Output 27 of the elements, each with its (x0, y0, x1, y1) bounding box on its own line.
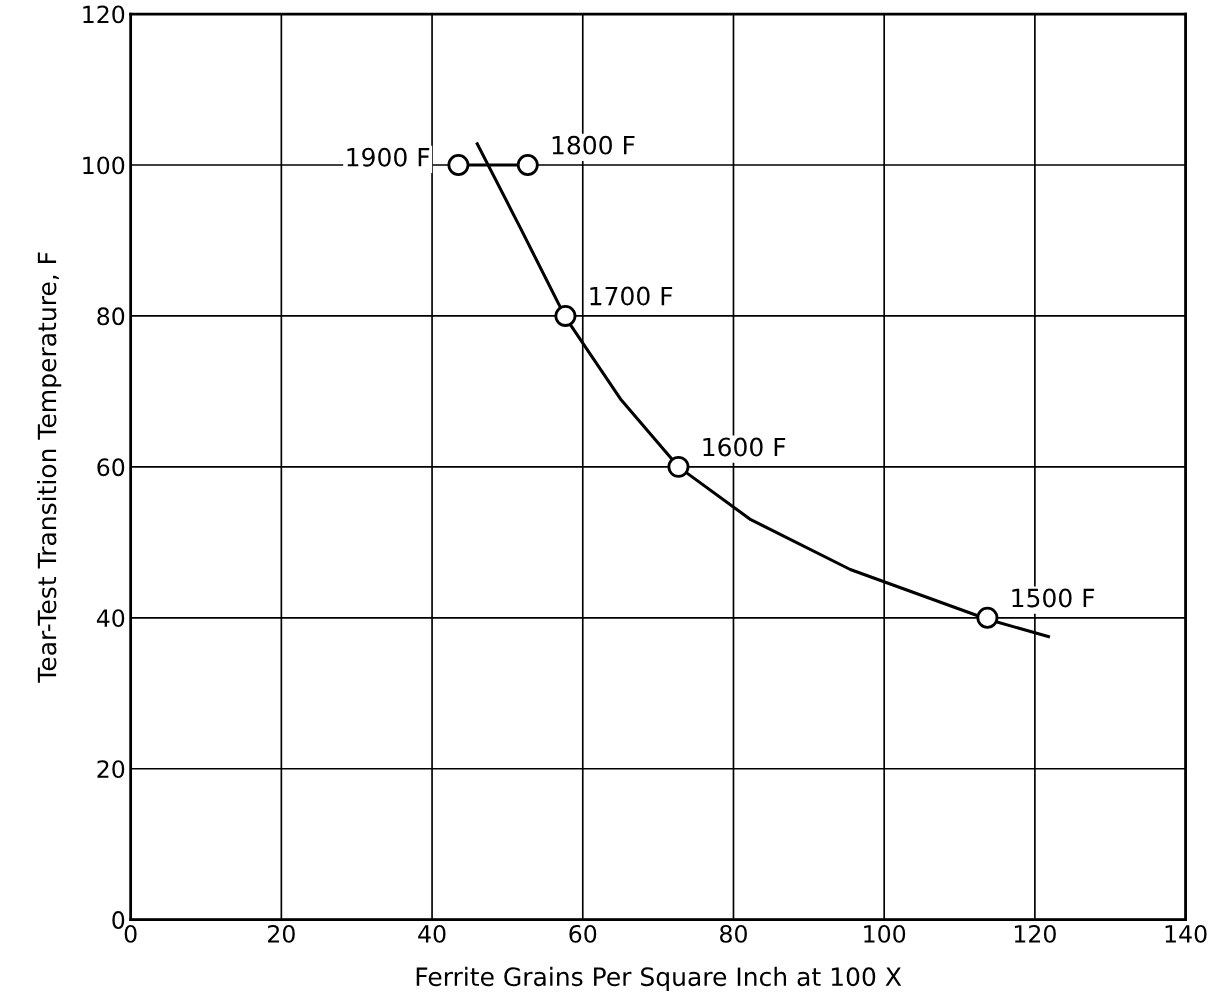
y-tick-label: 40 (96, 609, 125, 628)
x-axis-title: Ferrite Grains Per Square Inch at 100 X (416, 966, 902, 992)
x-tick-label: 60 (569, 924, 597, 943)
y-tick-label: 20 (97, 760, 125, 779)
y-tick-label: 80 (97, 307, 125, 326)
annotation: 1500 F (1012, 588, 1095, 608)
y-tick-label: 0 (112, 911, 125, 929)
point (447, 154, 470, 176)
x-tick-label: 120 (1014, 924, 1056, 943)
point (976, 606, 999, 629)
x-tick-label: 100 (864, 924, 906, 943)
annotation: 1700 F (590, 286, 673, 306)
x-tick-label: 40 (418, 924, 446, 943)
point (516, 154, 539, 176)
annotation: 1800 F (552, 135, 635, 155)
annotation: 1900 F (347, 147, 430, 167)
annotation: 1600 F (703, 437, 786, 457)
point (667, 455, 690, 478)
point (554, 304, 577, 327)
y-tick-label: 100 (83, 156, 125, 175)
y-axis-title: Tear-Test Transition Temperature, F (37, 252, 62, 683)
x-tick-label: 140 (1165, 924, 1207, 943)
x-tick-label: 0 (124, 924, 137, 943)
y-tick-label: 60 (97, 458, 125, 477)
y-tick-label: 120 (83, 5, 125, 24)
x-tick-label: 80 (720, 924, 747, 943)
x-tick-label: 20 (268, 924, 295, 943)
